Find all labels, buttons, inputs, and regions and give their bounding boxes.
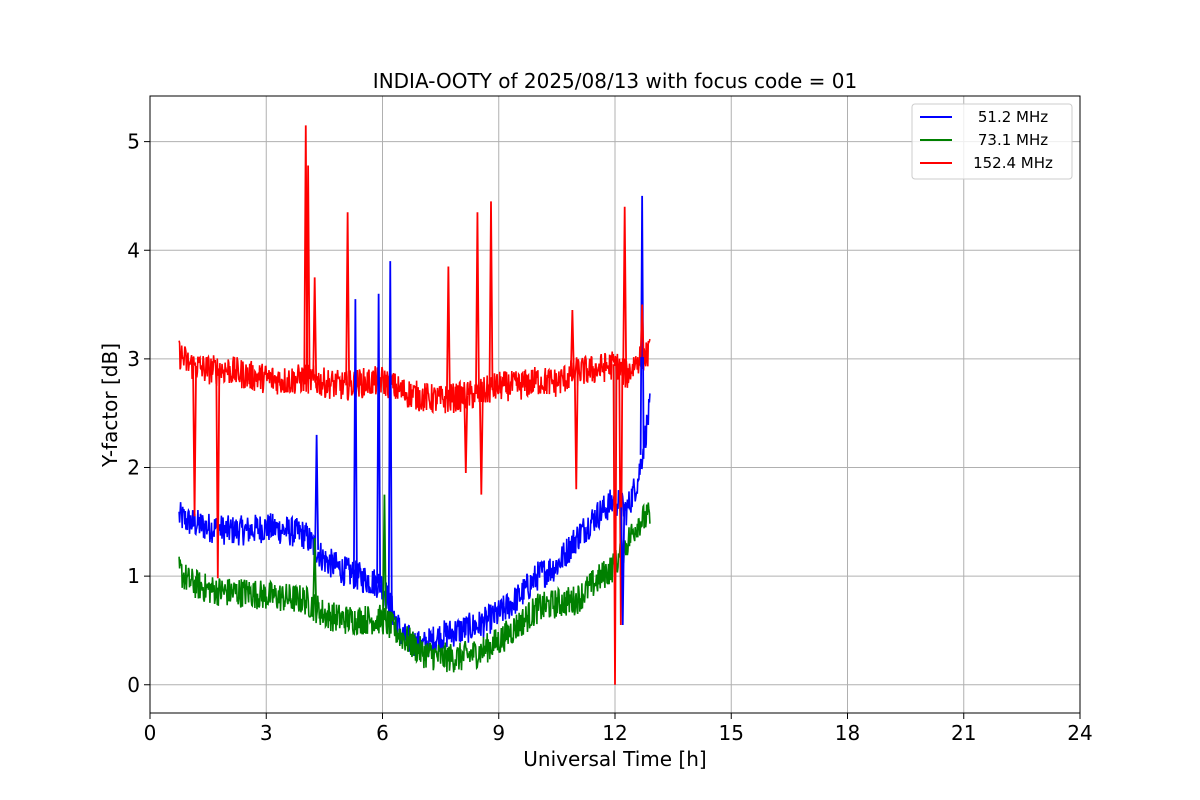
- series-line: [178, 393, 651, 659]
- series-dip: [192, 365, 197, 517]
- series-dip: [618, 369, 624, 626]
- series-spike: [382, 494, 387, 622]
- y-axis-ticks: 0 1 2 3 4 5: [127, 130, 150, 697]
- x-tick-label: 21: [951, 721, 976, 745]
- series-dip: [215, 369, 221, 579]
- y-tick-label: 5: [127, 130, 140, 154]
- series-layer: [178, 125, 651, 685]
- series-spike: [475, 212, 480, 394]
- series-spike: [312, 277, 318, 381]
- series-spike: [312, 538, 318, 608]
- x-axis-ticks: 0 3 6 9 12 15 18 21 24: [144, 713, 1093, 745]
- series-dip: [612, 364, 618, 685]
- y-tick-label: 0: [127, 673, 140, 697]
- x-tick-label: 3: [260, 721, 273, 745]
- y-axis-label: Y-factor [dB]: [98, 343, 122, 468]
- chart-title: INDIA-OOTY of 2025/08/13 with focus code…: [373, 69, 857, 93]
- series-spike: [352, 299, 358, 576]
- y-tick-label: 1: [127, 564, 140, 588]
- series-line: [178, 502, 651, 673]
- series-spike: [622, 206, 628, 374]
- x-tick-label: 12: [602, 721, 627, 745]
- y-tick-label: 3: [127, 347, 140, 371]
- series-dip: [478, 392, 484, 495]
- x-tick-label: 6: [376, 721, 389, 745]
- legend-box: [911, 103, 1073, 180]
- legend-label: 51.2 MHz: [978, 108, 1048, 126]
- series-dip: [573, 371, 579, 490]
- series-spike: [387, 261, 393, 606]
- series-spike: [569, 309, 575, 375]
- legend-label: 152.4 MHz: [973, 154, 1053, 172]
- x-tick-label: 18: [835, 721, 860, 745]
- legend: 51.2 MHz 73.1 MHz 152.4 MHz: [911, 103, 1073, 180]
- series-spike: [639, 304, 645, 358]
- x-tick-label: 0: [144, 721, 157, 745]
- series-spike: [345, 212, 351, 386]
- series-spike: [488, 201, 494, 390]
- x-tick-label: 9: [492, 721, 505, 745]
- series-dip: [463, 395, 469, 473]
- x-tick-label: 15: [719, 721, 744, 745]
- series-spike: [445, 266, 451, 399]
- series-dip: [620, 507, 626, 626]
- y-tick-label: 4: [127, 238, 140, 262]
- x-axis-label: Universal Time [h]: [523, 747, 706, 771]
- series-line: [178, 338, 651, 415]
- series-spike: [305, 165, 311, 380]
- series-spike: [314, 434, 320, 550]
- x-tick-label: 24: [1067, 721, 1092, 745]
- series-spike: [376, 293, 382, 584]
- y-tick-label: 2: [127, 456, 140, 480]
- legend-label: 73.1 MHz: [978, 131, 1048, 149]
- series-spike: [639, 195, 645, 455]
